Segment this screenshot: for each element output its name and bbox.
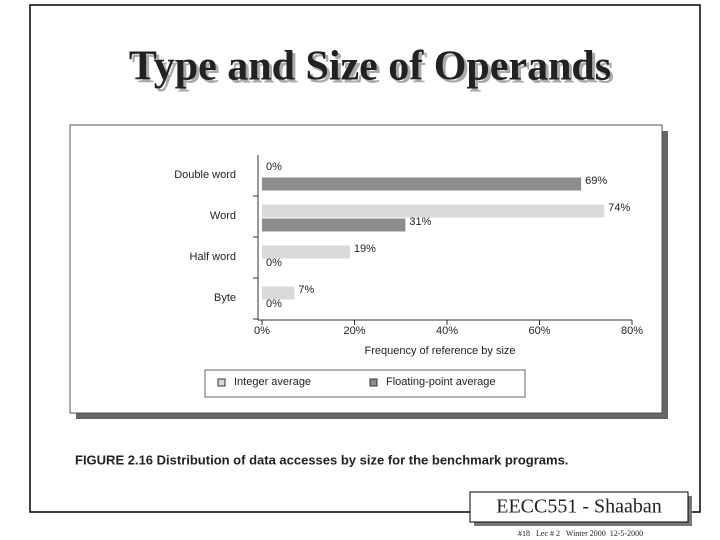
value-label: 74% [608,202,630,214]
legend-swatch [369,378,378,387]
footer-note: #18 Lec # 2 Winter 2000 12-5-2000 [518,529,643,538]
legend-swatch [217,378,226,387]
bar [262,286,295,300]
x-tick-label: 80% [621,325,643,337]
figure-caption: FIGURE 2.16 Distribution of data accesse… [75,452,568,467]
y-tick-label: Word [210,210,236,222]
chart-frame [69,124,663,414]
value-label: 31% [409,216,431,228]
x-tick-label: 60% [528,325,550,337]
legend [204,369,526,398]
legend-label: Integer average [234,376,311,388]
value-label: 0% [266,257,282,269]
x-tick-label: 40% [436,325,458,337]
bar [262,204,605,218]
y-tick-label: Double word [174,169,236,181]
y-tick-label: Half word [190,251,236,263]
x-axis-label: Frequency of reference by size [364,345,515,357]
x-tick-label: 20% [343,325,365,337]
slide-title: Type and Size of Operands [129,44,611,90]
bar [262,177,582,191]
bar [262,245,350,259]
footer-box-text: EECC551 - Shaaban [496,496,662,518]
value-label: 0% [266,298,282,310]
bar [262,218,406,232]
legend-label: Floating-point average [386,376,495,388]
x-tick-label: 0% [254,325,270,337]
slide-border [29,4,701,513]
value-label: 19% [354,243,376,255]
value-label: 7% [298,284,314,296]
value-label: 0% [266,161,282,173]
footer-box [469,491,689,523]
y-tick-label: Byte [214,292,236,304]
value-label: 69% [585,175,607,187]
